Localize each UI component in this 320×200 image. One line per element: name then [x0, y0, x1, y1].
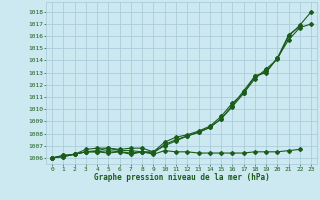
X-axis label: Graphe pression niveau de la mer (hPa): Graphe pression niveau de la mer (hPa): [94, 173, 269, 182]
